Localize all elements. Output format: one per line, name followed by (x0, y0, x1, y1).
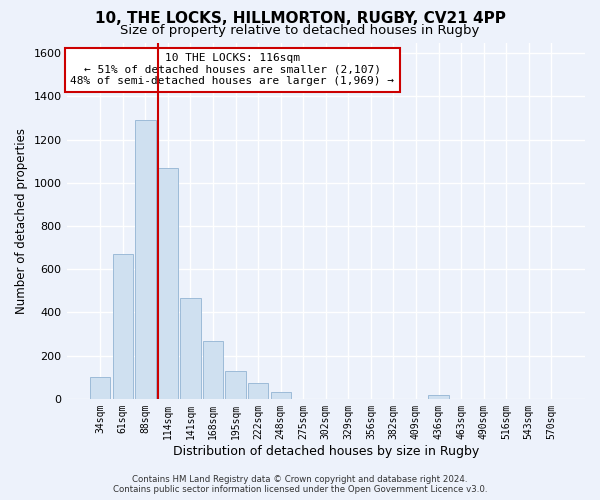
Bar (181, 298, 200, 399)
Bar (158, 168, 178, 399)
Bar (90, 377, 110, 399)
Text: 10, THE LOCKS, HILLMORTON, RUGBY, CV21 4PP: 10, THE LOCKS, HILLMORTON, RUGBY, CV21 4… (95, 11, 505, 26)
Bar (428, 395, 449, 399)
Bar (203, 341, 223, 399)
Y-axis label: Number of detached properties: Number of detached properties (15, 128, 28, 314)
Bar (113, 254, 133, 399)
Text: Contains HM Land Registry data © Crown copyright and database right 2024.
Contai: Contains HM Land Registry data © Crown c… (113, 474, 487, 494)
Text: 10 THE LOCKS: 116sqm
← 51% of detached houses are smaller (2,107)
48% of semi-de: 10 THE LOCKS: 116sqm ← 51% of detached h… (70, 53, 394, 86)
Bar (226, 371, 246, 399)
Text: Size of property relative to detached houses in Rugby: Size of property relative to detached ho… (121, 24, 479, 37)
Bar (135, 120, 155, 399)
Bar (248, 383, 268, 399)
Bar (271, 392, 291, 399)
X-axis label: Distribution of detached houses by size in Rugby: Distribution of detached houses by size … (173, 444, 479, 458)
